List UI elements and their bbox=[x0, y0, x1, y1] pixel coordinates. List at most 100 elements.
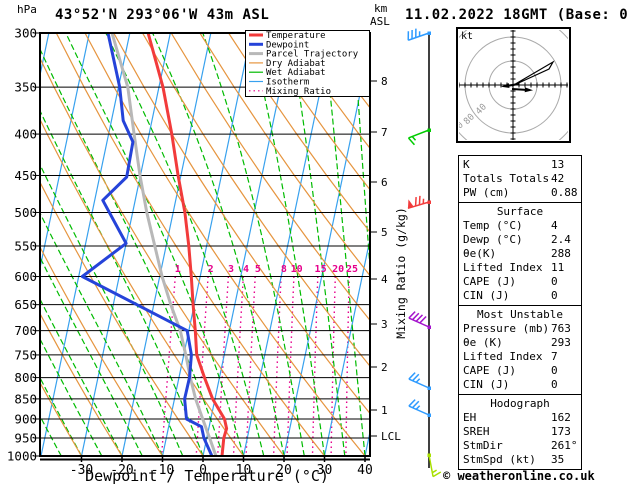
hodograph-trace bbox=[511, 60, 555, 87]
isotherm-line bbox=[40, 33, 90, 271]
table-row: EH 162 bbox=[459, 411, 581, 425]
pressure-tick-label: 850 bbox=[14, 391, 37, 406]
temp-tick-label: 40 bbox=[357, 463, 373, 478]
table-row: K 13 bbox=[459, 158, 581, 172]
series-parcel-trajectory bbox=[110, 33, 218, 456]
mixing-ratio-label: 20 bbox=[332, 264, 344, 275]
table-section: Most Unstable Pressure (mb) 763 θe (K) 293 Li… bbox=[458, 305, 582, 395]
row-label: EH bbox=[463, 411, 477, 424]
table-row: SREH 173 bbox=[459, 425, 581, 439]
table-section-title: Hodograph bbox=[490, 397, 550, 410]
wind-barb-column bbox=[407, 28, 442, 478]
isotherm-line bbox=[121, 33, 212, 456]
row-value: 261° bbox=[551, 439, 578, 452]
table-row: CIN (J) 0 bbox=[459, 378, 581, 392]
table-section: K 13 Totals Totals 42 PW (cm) 0.88 bbox=[458, 155, 582, 203]
pressure-tick-label: 950 bbox=[14, 430, 37, 445]
km-tick-label: 3 bbox=[381, 318, 388, 331]
wind-barb bbox=[407, 28, 431, 41]
pressure-tick-label: 300 bbox=[14, 26, 37, 41]
table-row: CAPE (J) 0 bbox=[459, 275, 581, 289]
temp-tick-label: -30 bbox=[70, 463, 93, 478]
station-title: 43°52'N 293°06'W 43m ASL bbox=[55, 7, 270, 23]
row-value: 11 bbox=[551, 261, 565, 274]
row-label: K bbox=[463, 158, 470, 171]
row-label: StmDir bbox=[463, 439, 503, 452]
wind-barb bbox=[427, 453, 442, 478]
wet-adiabat-line bbox=[40, 376, 83, 456]
row-value: 0.88 bbox=[551, 186, 578, 199]
datetime-label: 11.02.2022 18GMT (Base: 00) bbox=[405, 7, 629, 23]
table-row: Totals Totals 42 bbox=[459, 172, 581, 186]
pressure-unit-label: hPa bbox=[17, 3, 37, 16]
table-row: CAPE (J) 0 bbox=[459, 364, 581, 378]
wet-adiabat-line bbox=[0, 33, 1, 456]
wet-adiabat-line bbox=[40, 297, 123, 456]
table-section: Hodograph EH 162 SREH 173 StmDir 261° StmSpd (k… bbox=[458, 394, 582, 470]
dry-adiabat-line bbox=[40, 381, 83, 456]
temp-tick-label: 20 bbox=[276, 463, 292, 478]
row-value: 288 bbox=[551, 247, 571, 260]
wet-adiabat-line bbox=[40, 211, 164, 456]
legend-label: Temperature bbox=[266, 31, 326, 41]
pressure-tick-label: 450 bbox=[14, 168, 37, 183]
wind-barb bbox=[408, 311, 431, 329]
mixing-ratio-label: 5 bbox=[255, 264, 261, 275]
legend-label: Mixing Ratio bbox=[266, 87, 331, 97]
km-tick-label: 8 bbox=[381, 75, 388, 88]
row-value: 7 bbox=[551, 350, 558, 363]
table-row: StmDir 261° bbox=[459, 439, 581, 453]
mixing-ratio-axis-label: Mixing Ratio (g/kg) bbox=[394, 207, 408, 339]
asl-axis-unit: ASL bbox=[370, 15, 390, 28]
wet-adiabat-line bbox=[40, 256, 143, 456]
mixing-ratio-line bbox=[245, 276, 256, 456]
km-axis-unit: km bbox=[374, 2, 388, 15]
wet-adiabat-line bbox=[65, 33, 245, 456]
row-label: Lifted Index bbox=[463, 261, 543, 274]
row-value: 0 bbox=[551, 275, 558, 288]
row-value: 2.4 bbox=[551, 233, 571, 246]
wind-barb bbox=[408, 372, 431, 390]
row-label: Lifted Index bbox=[463, 350, 543, 363]
row-value: 4 bbox=[551, 219, 558, 232]
hodograph-arrowhead bbox=[501, 83, 510, 88]
temp-tick-label: -10 bbox=[151, 463, 174, 478]
temp-tick-label: -20 bbox=[110, 463, 133, 478]
row-label: PW (cm) bbox=[463, 186, 510, 199]
row-label: Totals Totals bbox=[463, 172, 550, 185]
wind-barb bbox=[407, 128, 431, 146]
mixing-ratio-label: 8 bbox=[281, 264, 287, 275]
pressure-tick-label: 400 bbox=[14, 127, 37, 142]
row-value: 293 bbox=[551, 336, 571, 349]
row-label: Temp (°C) bbox=[463, 219, 523, 232]
mixing-ratio-line bbox=[345, 276, 350, 456]
temp-tick-label: 0 bbox=[199, 463, 207, 478]
row-value: 13 bbox=[551, 158, 565, 171]
table-section: Surface Temp (°C) 4 Dewp (°C) 2.4 θe(K) 288 Lif… bbox=[458, 202, 582, 306]
dry-adiabat-line bbox=[228, 33, 370, 234]
wet-adiabat-line bbox=[40, 337, 103, 456]
row-value: 0 bbox=[551, 378, 558, 391]
table-section-title: Most Unstable bbox=[476, 308, 564, 321]
pressure-tick-label: 800 bbox=[14, 370, 37, 385]
km-tick-label: 2 bbox=[381, 361, 388, 374]
dry-adiabat-line bbox=[199, 33, 370, 277]
km-tick-label: 7 bbox=[381, 126, 388, 139]
wind-barb bbox=[408, 399, 431, 417]
wind-barb bbox=[407, 195, 431, 210]
mixing-ratio-label: 2 bbox=[208, 264, 214, 275]
mixing-ratio-line bbox=[272, 276, 282, 456]
table-row: θe (K) 293 bbox=[459, 336, 581, 350]
row-label: θe (K) bbox=[463, 336, 503, 349]
row-value: 35 bbox=[551, 453, 565, 466]
mixing-ratio-label: 25 bbox=[346, 264, 358, 275]
isotherm-line bbox=[364, 429, 370, 456]
series-dewpoint bbox=[80, 33, 214, 456]
pressure-tick-label: 900 bbox=[14, 411, 37, 426]
row-label: Dewp (°C) bbox=[463, 233, 523, 246]
mixing-ratio-line bbox=[311, 276, 319, 456]
table-row: CIN (J) 0 bbox=[459, 289, 581, 303]
row-value: 0 bbox=[551, 364, 558, 377]
legend-label: Dewpoint bbox=[266, 40, 309, 50]
